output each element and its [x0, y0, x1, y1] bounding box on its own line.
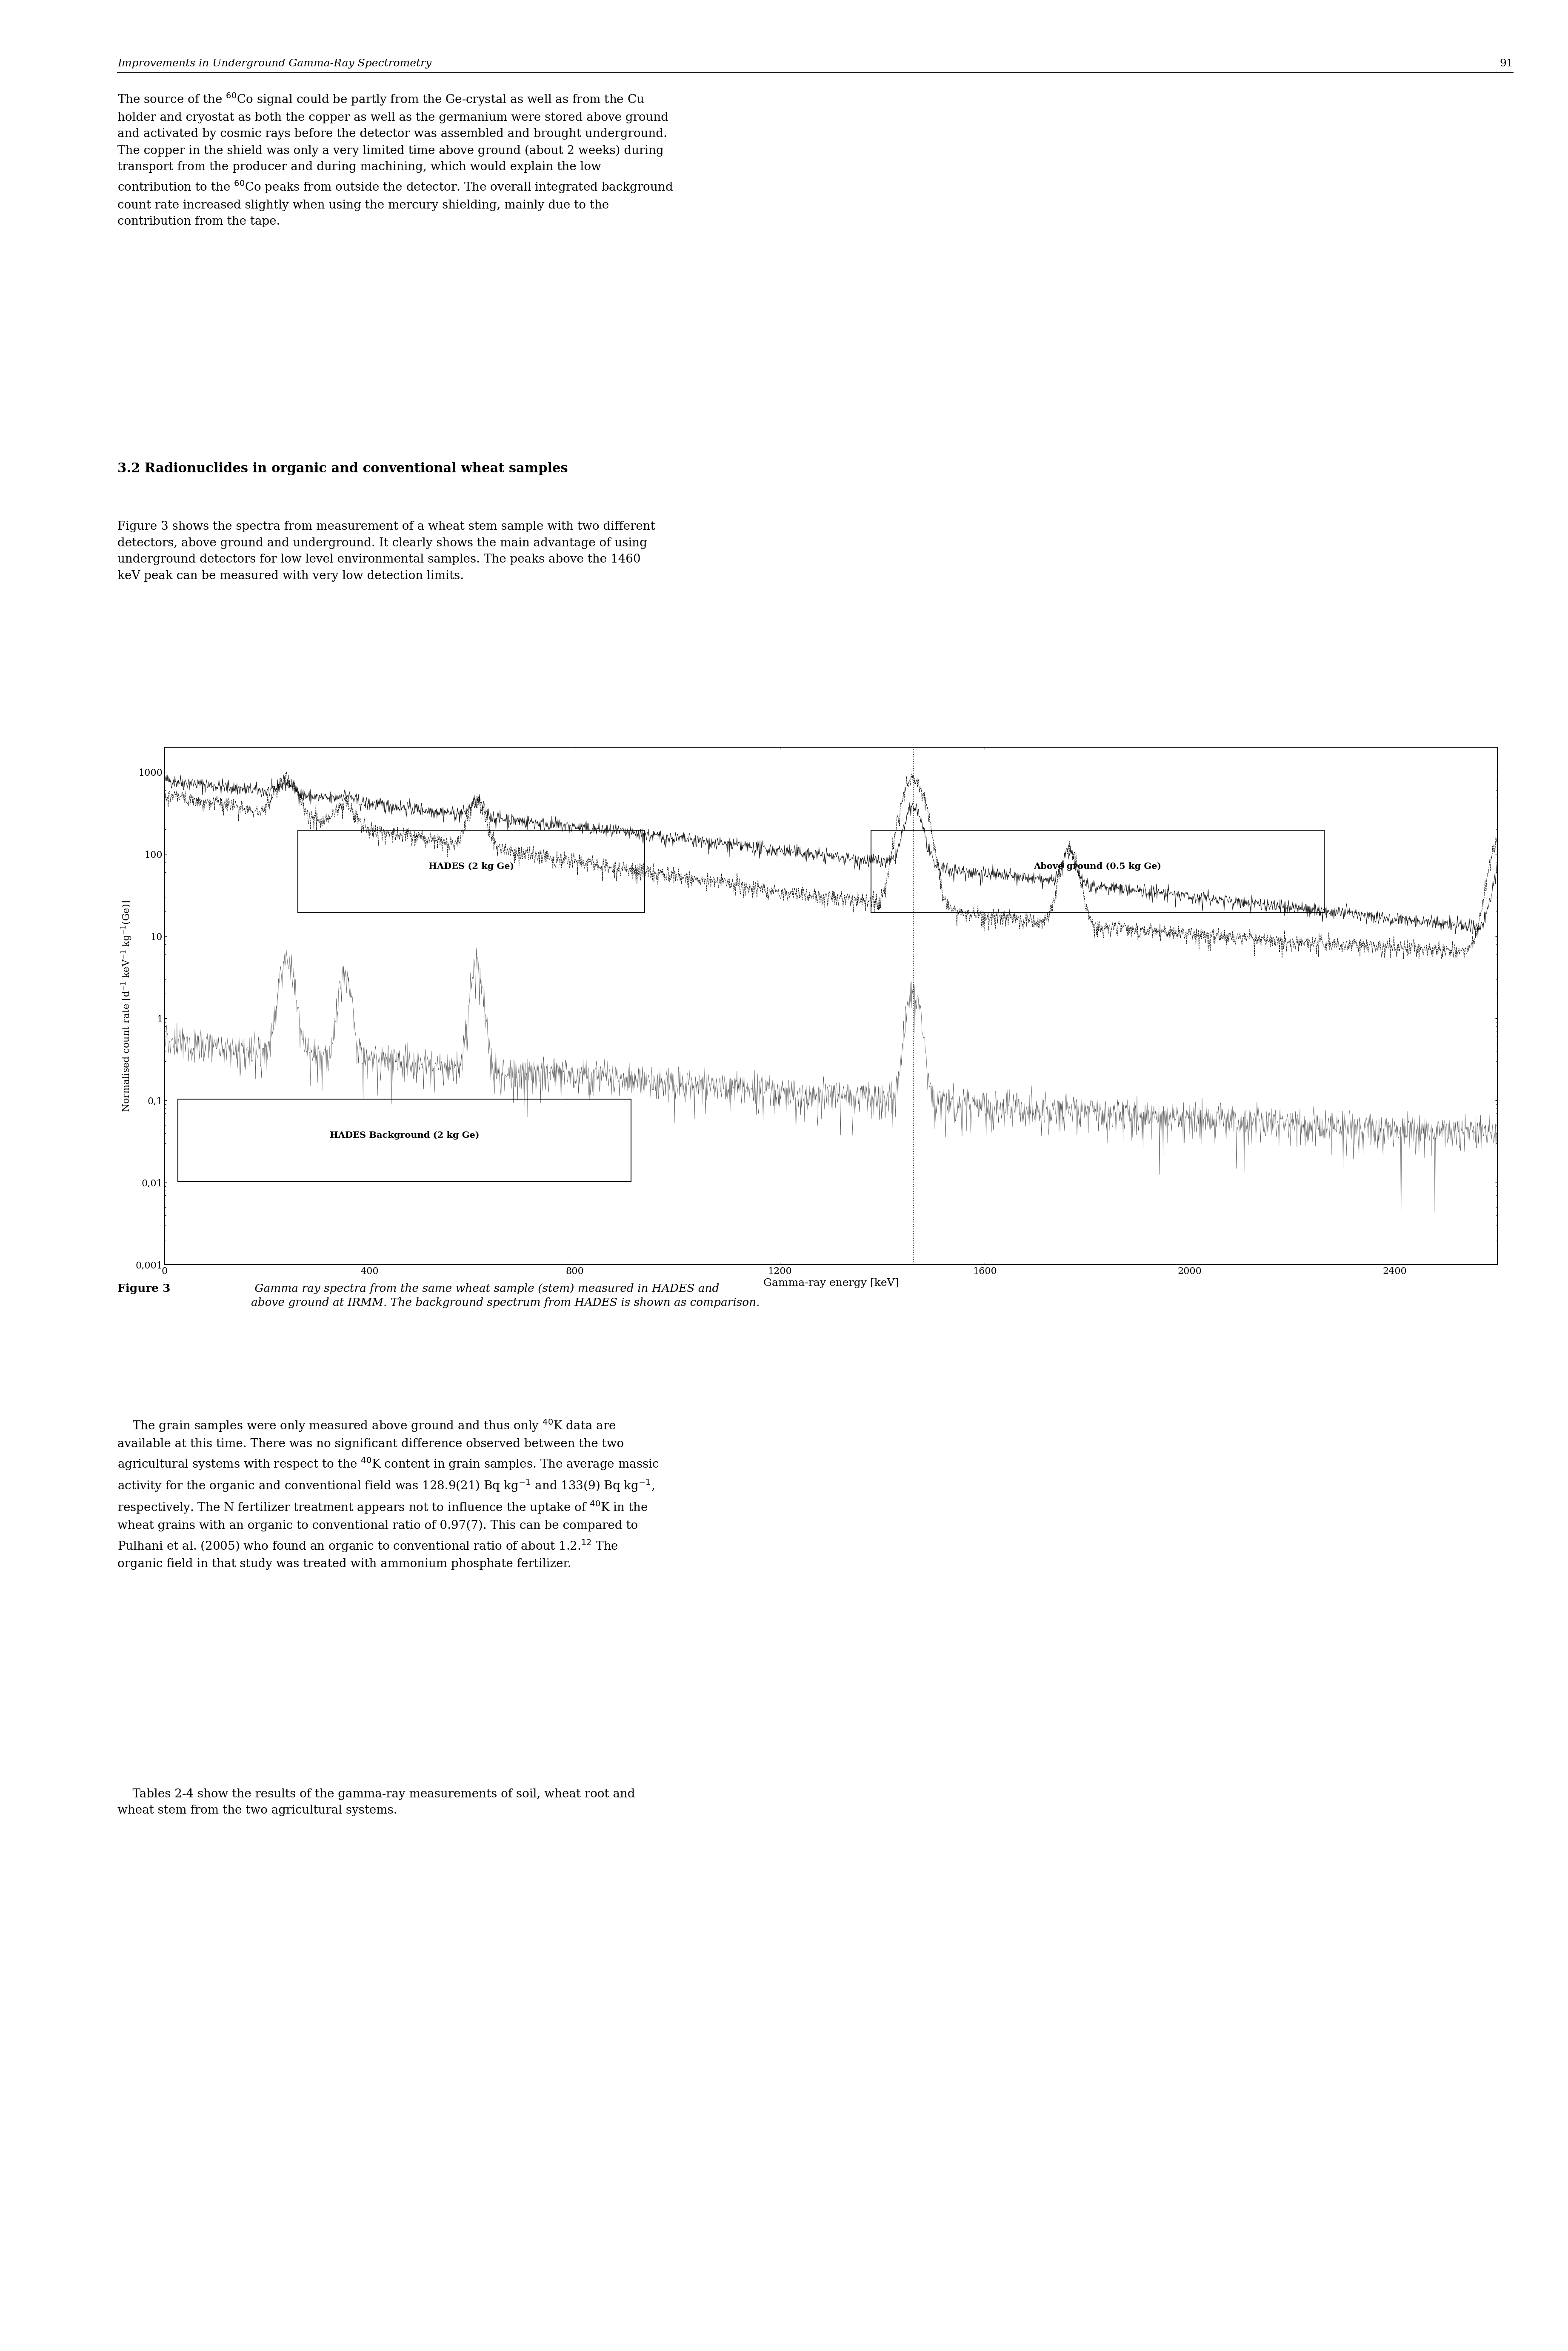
Text: Above ground (0.5 kg Ge): Above ground (0.5 kg Ge) [1033, 863, 1162, 870]
FancyBboxPatch shape [179, 1100, 630, 1183]
Text: Gamma ray spectra from the same wheat sample (stem) measured in HADES and
above : Gamma ray spectra from the same wheat sa… [251, 1284, 759, 1307]
Text: Figure 3 shows the spectra from measurement of a wheat stem sample with two diff: Figure 3 shows the spectra from measurem… [118, 522, 655, 581]
Text: Improvements in Underground Gamma-Ray Spectrometry: Improvements in Underground Gamma-Ray Sp… [118, 59, 431, 68]
Text: Figure 3: Figure 3 [118, 1284, 171, 1293]
Text: HADES (2 kg Ge): HADES (2 kg Ge) [428, 863, 514, 870]
Text: 91: 91 [1499, 59, 1513, 68]
Y-axis label: Normalised count rate [d$^{-1}$ keV$^{-1}$ kg$^{-1}$(Ge)]: Normalised count rate [d$^{-1}$ keV$^{-1… [121, 900, 133, 1112]
Text: HADES Background (2 kg Ge): HADES Background (2 kg Ge) [329, 1131, 480, 1140]
X-axis label: Gamma-ray energy [keV]: Gamma-ray energy [keV] [764, 1279, 898, 1288]
FancyBboxPatch shape [298, 830, 644, 912]
Text: The grain samples were only measured above ground and thus only $^{40}$K data ar: The grain samples were only measured abo… [118, 1418, 659, 1570]
Text: The source of the $^{60}$Co signal could be partly from the Ge-crystal as well a: The source of the $^{60}$Co signal could… [118, 92, 673, 228]
FancyBboxPatch shape [872, 830, 1323, 912]
Text: 3.2 Radionuclides in organic and conventional wheat samples: 3.2 Radionuclides in organic and convent… [118, 463, 568, 475]
Text: Tables 2-4 show the results of the gamma-ray measurements of soil, wheat root an: Tables 2-4 show the results of the gamma… [118, 1789, 635, 1817]
